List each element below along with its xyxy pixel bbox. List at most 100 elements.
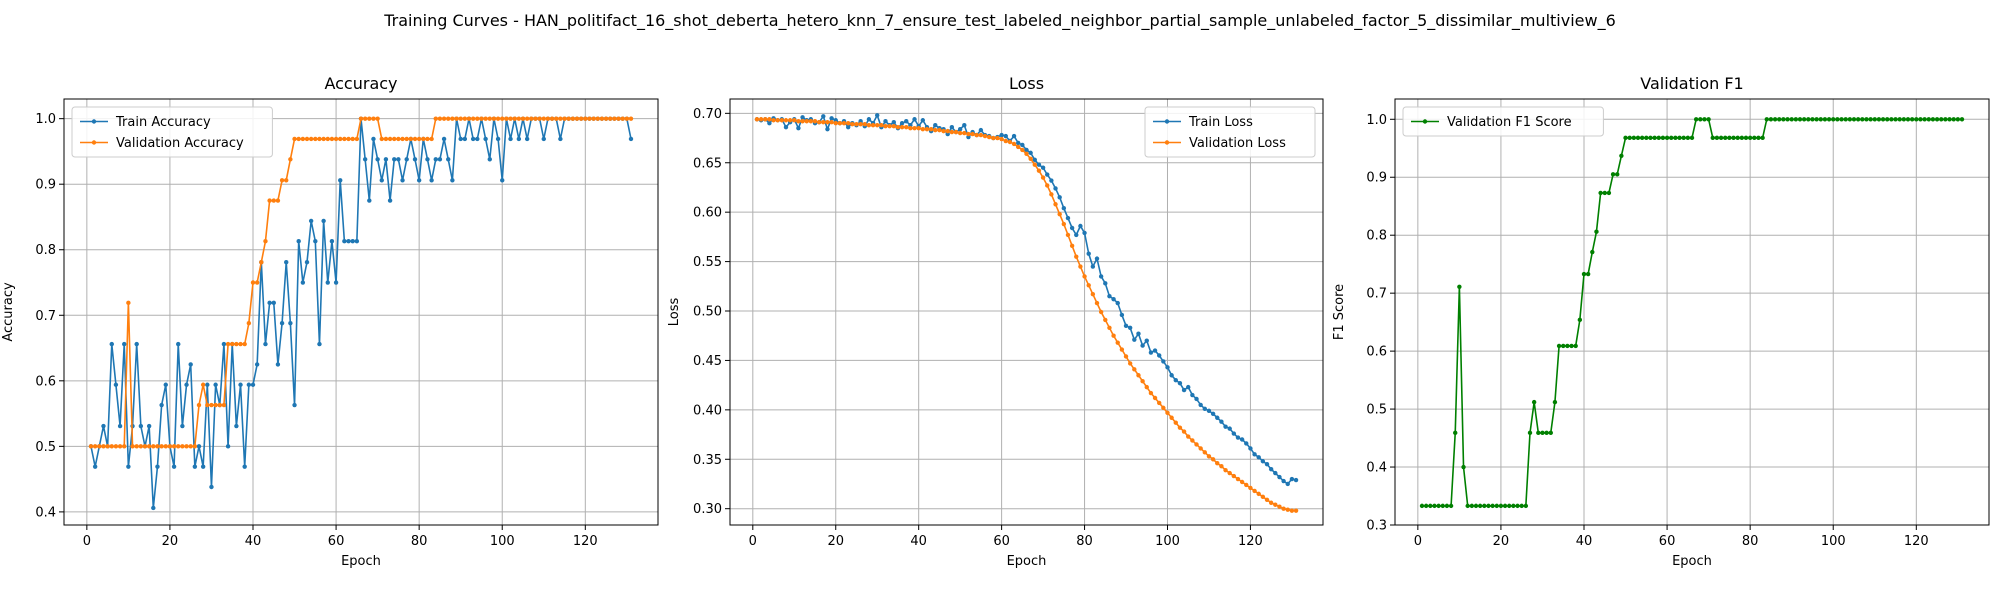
validation-loss-point	[1177, 425, 1183, 430]
train-loss-point	[904, 119, 909, 124]
train-accuracy-point	[483, 136, 488, 142]
f1-xtick-label: 60	[1659, 534, 1676, 549]
validation-accuracy-point	[425, 136, 430, 142]
train-loss-point	[1273, 470, 1278, 476]
train-accuracy-point	[200, 464, 206, 469]
validation-loss-point	[1069, 243, 1075, 248]
validation-loss-point	[1194, 442, 1199, 447]
validation-loss-point	[933, 127, 938, 133]
accuracy-xtick-label: 120	[573, 534, 598, 549]
train-loss-point	[1152, 348, 1158, 353]
train-accuracy-point	[192, 464, 198, 469]
loss-chart-title: Loss	[1009, 74, 1044, 93]
train-loss-point	[999, 132, 1004, 138]
f1-xtick-label: 120	[1904, 534, 1929, 549]
train-accuracy-point	[188, 362, 193, 367]
validation-accuracy-point	[628, 116, 634, 121]
validation-f1-score-point	[1482, 503, 1487, 509]
train-accuracy-point	[475, 136, 480, 142]
f1-ytick-label: 0.9	[1366, 171, 1387, 186]
validation-accuracy-point	[358, 116, 364, 121]
train-loss-point	[845, 124, 851, 130]
train-accuracy-point	[146, 423, 152, 429]
validation-f1-score-point	[1436, 503, 1441, 509]
validation-f1-score-point	[1552, 399, 1558, 405]
validation-loss-point	[1186, 434, 1191, 439]
train-accuracy-point	[254, 362, 260, 367]
validation-f1-score-point	[1486, 503, 1491, 509]
train-loss-point	[796, 125, 801, 131]
validation-f1-score-point	[1693, 117, 1699, 122]
validation-accuracy-point	[176, 444, 181, 449]
validation-accuracy-point	[167, 444, 173, 449]
validation-accuracy-point	[524, 116, 530, 121]
validation-f1-score-point	[1793, 117, 1799, 122]
validation-f1-score-point	[1627, 135, 1632, 141]
validation-loss-point	[779, 118, 785, 123]
validation-accuracy-point	[466, 116, 472, 121]
train-accuracy-point	[321, 218, 326, 224]
validation-accuracy-point	[217, 402, 222, 408]
validation-accuracy-point	[205, 402, 210, 408]
loss-ytick-label: 0.30	[693, 502, 722, 517]
validation-loss-point	[982, 133, 988, 139]
validation-loss-point	[870, 122, 876, 128]
validation-accuracy-point	[275, 198, 281, 203]
loss-xtick-label: 0	[749, 534, 757, 549]
train-accuracy-point	[446, 157, 451, 162]
validation-loss-point	[1165, 410, 1170, 416]
accuracy-legend: Train Accuracy Validation Accuracy	[71, 106, 273, 158]
validation-accuracy-point	[97, 444, 102, 449]
validation-accuracy-point	[288, 157, 293, 162]
validation-f1-score-point	[1469, 503, 1475, 509]
train-loss-point	[783, 124, 789, 130]
validation-loss-point	[792, 118, 797, 123]
validation-accuracy-point	[437, 116, 443, 121]
validation-f1-score-point	[1839, 117, 1844, 122]
train-accuracy-point	[242, 464, 247, 469]
train-accuracy-point	[362, 157, 368, 162]
train-loss-point	[1107, 293, 1112, 299]
validation-f1-score-point	[1934, 117, 1940, 122]
f1-xtick-label: 40	[1576, 534, 1593, 549]
f1-ytick-label: 0.8	[1366, 229, 1387, 244]
validation-loss-point	[1252, 488, 1257, 494]
validation-loss-point	[895, 124, 901, 130]
validation-f1-score-point	[1718, 135, 1724, 141]
validation-f1-score-point	[1556, 343, 1562, 349]
validation-accuracy-point	[454, 116, 459, 121]
validation-loss-point	[1036, 168, 1042, 173]
validation-accuracy-point	[142, 444, 148, 449]
train-accuracy-point	[450, 178, 455, 183]
validation-loss-point	[1148, 390, 1154, 396]
validation-f1-score-point	[1826, 117, 1832, 122]
validation-accuracy-point	[400, 136, 405, 142]
validation-f1-score-point	[1909, 117, 1915, 122]
validation-accuracy-point	[500, 116, 505, 121]
train-accuracy-point	[317, 341, 322, 347]
train-accuracy-point	[508, 136, 513, 142]
validation-accuracy-point	[146, 444, 152, 449]
validation-accuracy-point	[155, 444, 160, 449]
train-loss-point	[1177, 380, 1183, 386]
validation-loss-point	[767, 117, 772, 122]
validation-loss-point	[858, 122, 863, 127]
validation-accuracy-point	[591, 116, 596, 121]
validation-f1-score-point	[1723, 135, 1728, 141]
validation-accuracy-point	[171, 444, 177, 449]
validation-f1-score-point	[1843, 117, 1848, 122]
train-accuracy-point	[122, 341, 127, 347]
train-loss-point	[821, 114, 826, 119]
f1-xtick-label: 20	[1493, 534, 1510, 549]
validation-f1-score-point	[1428, 503, 1433, 509]
train-accuracy-point	[163, 382, 168, 387]
validation-loss-point	[1011, 141, 1017, 147]
accuracy-ytick-label: 1.0	[35, 112, 56, 127]
validation-f1-score-point	[1880, 117, 1886, 122]
validation-f1-score-point	[1444, 503, 1450, 509]
f1-ylabel: F1 Score	[1332, 284, 1347, 340]
validation-accuracy-point	[138, 444, 144, 449]
validation-loss-point	[1248, 485, 1253, 491]
validation-loss-point	[850, 122, 855, 127]
validation-loss-point	[1086, 283, 1091, 288]
